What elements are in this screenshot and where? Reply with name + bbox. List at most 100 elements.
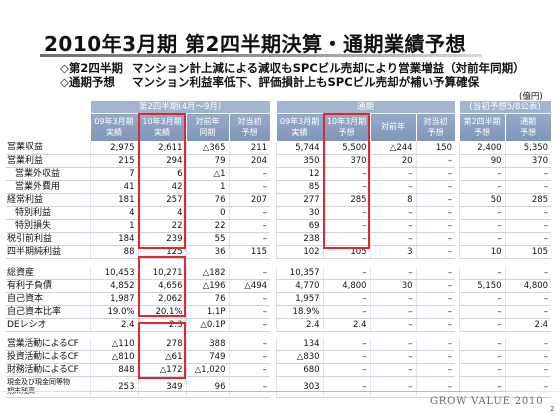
table-cell: 239: [137, 232, 186, 246]
table-cell: 5,350: [504, 141, 552, 155]
table-cell: 2.4: [89, 318, 138, 332]
column-header: 通期 予想: [504, 113, 552, 142]
table-cell: △182: [185, 267, 229, 280]
table-cell: 2,400: [458, 141, 506, 155]
table-cell: –: [415, 338, 456, 351]
row-label: 営業利益: [6, 154, 90, 168]
table-cell: –: [369, 292, 417, 306]
column-header-line: 予想: [474, 127, 491, 137]
table-cell: –: [504, 167, 552, 181]
bullet-text: マンション計上減による減収もSPCビル売却により営業増益（対前年同期）: [132, 61, 525, 75]
table-cell: –: [228, 376, 271, 398]
group-header-row: 第2四半期(4月～9月) 通期 (当初予想5/8公表): [6, 101, 552, 114]
table-cell: –: [415, 279, 456, 293]
table-cell: 4,770: [275, 279, 324, 293]
footer-brand: GROW VALUE 2010: [430, 396, 544, 407]
row-label-text: 経常利益: [7, 194, 44, 205]
group-header: 第2四半期(4月～9月): [89, 101, 271, 114]
table-cell: –: [458, 376, 506, 398]
table-cell: –: [228, 338, 271, 351]
table-cell: –: [369, 350, 417, 364]
column-header-line: 対当初: [423, 117, 448, 126]
table-row: 四半期純利益 88 125 36 115 102 105 3–10 105: [6, 245, 552, 259]
table-cell: –: [415, 206, 456, 220]
table-row: 財務活動によるCF 848 △172 △1,020–680– – – – –: [6, 363, 552, 377]
table-cell: 1: [185, 180, 229, 194]
column-header: 対当初 予想: [228, 113, 271, 142]
table-cell: –: [369, 363, 417, 377]
column-header-line: 対前年: [195, 117, 220, 126]
table-cell: 102: [275, 245, 324, 259]
row-label: 総資産: [6, 267, 90, 280]
table-cell: 257: [137, 193, 186, 207]
table-cell: △810: [89, 350, 138, 364]
row-label: 投資活動によるCF: [6, 350, 90, 364]
table-cell: 55: [185, 232, 229, 246]
table-cell: △830: [275, 350, 324, 364]
table-cell: 4,800: [504, 279, 552, 293]
column-header-line: 予想: [427, 127, 444, 137]
table-cell: 285: [322, 193, 371, 207]
table-cell: –: [504, 267, 552, 280]
column-header: 第2四半期 予想: [458, 113, 506, 142]
table-cell: 18.9%: [275, 305, 324, 319]
table-cell: –: [504, 338, 552, 351]
table-cell: 10,357: [275, 267, 324, 280]
table-cell: 22: [137, 219, 186, 233]
column-header-line: 09年3月期: [279, 117, 320, 126]
table-cell: 238: [275, 232, 324, 246]
table-cell: 253: [89, 376, 138, 398]
table-cell: △494: [228, 279, 271, 293]
table-cell: –: [415, 292, 456, 306]
table-cell: –: [415, 154, 456, 168]
table-cell: –: [458, 206, 506, 220]
bullet-label: ◇第2四半期: [60, 61, 123, 75]
table-cell: –: [458, 167, 506, 181]
table-cell: –: [322, 206, 371, 220]
table-cell: 2.4: [504, 318, 552, 332]
table-cell: –: [415, 180, 456, 194]
row-label-text: 営業外費用: [15, 181, 61, 192]
table-cell: 30: [369, 279, 417, 293]
table-cell: –: [322, 219, 371, 233]
row-label: 特別損失: [6, 219, 90, 233]
table-cell: 150: [415, 141, 456, 155]
table-row: 営業活動によるCF △110 278 388–134– – – – –: [6, 338, 552, 351]
row-label: DEレシオ: [6, 318, 90, 332]
table-cell: –: [415, 350, 456, 364]
column-header-line: 10年3月期: [326, 117, 367, 126]
table-cell: –: [228, 305, 271, 319]
table-cell: 285: [504, 193, 552, 207]
table-row: 有利子負債 4,852 4,656 △196 △494 4,770 4,800 30–5,15…: [6, 279, 552, 293]
table-cell: 105: [322, 245, 371, 259]
table-cell: △110: [89, 338, 138, 351]
table-cell: 1,987: [89, 292, 138, 306]
table-cell: 30: [275, 206, 324, 220]
table-cell: 2.3: [137, 318, 186, 332]
table-cell: 90: [458, 154, 506, 168]
table-cell: 79: [185, 154, 229, 168]
row-label-text: 有利子負債: [7, 280, 53, 291]
column-header-line: 予想: [338, 127, 355, 137]
table-cell: –: [228, 350, 271, 364]
row-label-text: 税引前利益: [7, 233, 53, 244]
table-cell: 1,957: [275, 292, 324, 306]
table-cell: 6: [137, 167, 186, 181]
table-cell: 7: [89, 167, 138, 181]
table-cell: 76: [185, 193, 229, 207]
table-cell: 5,500: [322, 141, 371, 155]
table-cell: 36: [185, 245, 229, 259]
row-label-text: 営業利益: [7, 155, 44, 166]
table-cell: –: [504, 350, 552, 364]
table-cell: –: [458, 318, 506, 332]
column-header-line: 実績: [291, 127, 308, 137]
table-cell: –: [322, 363, 371, 377]
title-underline: [40, 54, 482, 57]
table-cell: 4: [89, 206, 138, 220]
table-cell: 349: [137, 376, 186, 398]
table-cell: –: [415, 232, 456, 246]
table-cell: –: [369, 219, 417, 233]
row-label: 営業外費用: [6, 180, 90, 194]
column-header: 09年3月期 実績: [89, 113, 139, 142]
financial-table: 第2四半期(4月～9月) 通期 (当初予想5/8公表) 09年3月期 実績 10年3月期実…: [6, 101, 552, 398]
